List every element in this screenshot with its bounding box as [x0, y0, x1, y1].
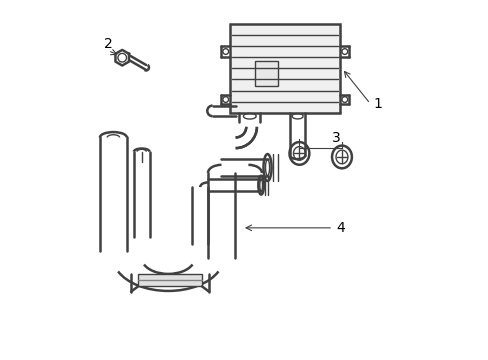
Text: 4: 4: [336, 221, 345, 235]
Text: 1: 1: [373, 97, 382, 111]
Bar: [230, 24, 340, 113]
Bar: [255, 61, 278, 86]
Bar: [138, 274, 202, 286]
Text: 3: 3: [332, 131, 340, 145]
Text: 2: 2: [103, 36, 112, 50]
